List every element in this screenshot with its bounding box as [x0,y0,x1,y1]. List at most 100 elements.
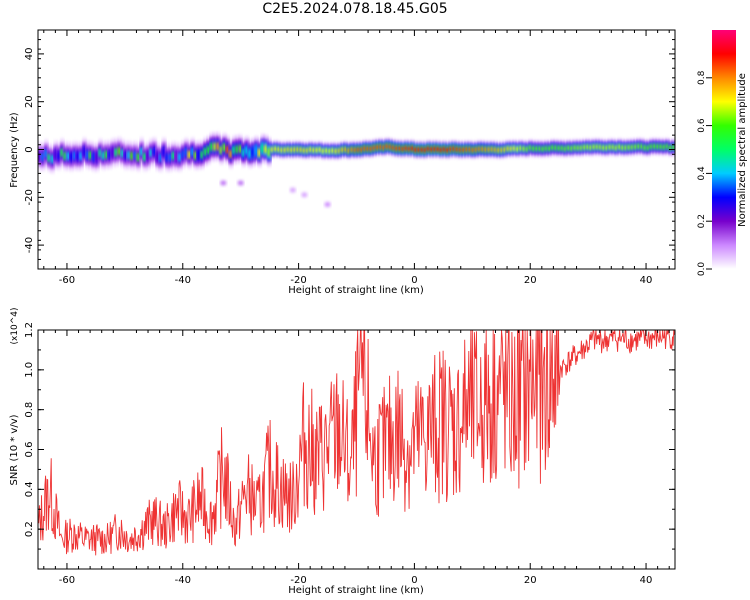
spectrogram-cell [675,141,679,153]
y-tick-label: 0.6 [24,442,35,458]
spectrogram-cell [216,142,221,151]
spectrogram-cell [566,145,571,151]
spectrogram-cell [525,146,530,152]
spectrogram-cell [592,144,596,150]
spectrogram-cell [197,151,202,159]
spectrogram-cell [248,149,252,158]
spectrogram-cell [181,150,186,159]
spectrogram-cell [509,146,514,152]
spectrogram-cell [324,148,329,154]
spectrogram-cell [662,144,667,150]
spectrogram-cell [483,147,488,152]
spectrogram-cell [159,153,163,162]
spectrogram-cell [378,144,383,150]
spectrogram-cell [270,147,275,152]
spectrogram-cell [604,145,609,151]
spectrogram-cell [187,150,192,159]
spectrogram-scatter-point [237,180,244,186]
spectrogram-cell [283,147,288,153]
spectrogram-cell [251,148,256,157]
spectrogram-cell [133,151,138,160]
colorbar-scale [712,30,736,269]
spectrogram-cell [448,146,453,152]
spectrogram-cell [671,145,675,150]
y-tick-label: -40 [24,237,35,253]
spectrogram-cell [327,148,332,154]
spectrogram-cell [346,148,351,153]
x-tick-label: -20 [290,575,306,586]
spectrogram-cell [98,149,103,157]
spectrogram-cell [57,152,61,160]
x-tick-label: 40 [640,575,653,586]
spectrogram-cell [573,145,577,151]
spectrogram-cell [627,145,632,150]
spectrogram-cell [152,147,157,156]
spectrogram-cell [343,147,348,152]
spectrogram-cell [445,147,450,153]
spectrogram-cell [487,147,491,152]
x-tick-label: 0 [411,575,417,586]
spectrogram-cell [238,145,243,153]
spectrogram-cell [401,146,405,152]
spectrogram-cell [589,145,593,150]
spectrogram-cell [388,144,393,150]
x-tick-label: -40 [175,575,191,586]
colorbar-tick-label: 0.4 [697,166,707,181]
y-tick-label: 0.8 [24,402,35,418]
spectrogram-cell [436,146,440,152]
spectrogram-cell [442,147,447,152]
spectrogram-cell [477,146,482,152]
spectrogram-cell [295,147,300,152]
spectrogram-panel: -60 -40 -20 0 20 40 -40 -20 0 20 40 Height of stra… [9,29,679,296]
spectrogram-cell [420,147,424,153]
spectrogram-cell [155,152,160,161]
snr-multiplier-label: (x10^4) [10,307,20,344]
spectrogram-cell [512,146,517,151]
colorbar-label: Normalized spectral amplitude [737,73,748,227]
spectrogram-cell [235,145,240,154]
spectrogram-cell [652,144,657,149]
spectrogram-cell [582,145,587,150]
spectrogram-cell [608,144,612,150]
snr-x-axis-label: Height of straight line (km) [288,585,424,596]
spectrogram-cell [528,145,533,151]
spectrogram-cell [467,147,472,152]
spectrogram-cell [550,145,555,150]
spectrogram-cell [563,146,568,152]
page-title: C2E5.2024.078.18.45.G05 [262,1,448,17]
y-tick-label: -20 [24,189,35,205]
spectrogram-cell [455,147,460,152]
spectrogram-cell [178,153,182,162]
spectrogram-cell [547,146,552,151]
spectrogram-cell [245,146,249,155]
spectrogram-cell [649,144,654,149]
spectrogram-cell [289,147,294,153]
spectrogram-cell [305,148,310,153]
spectrogram-cell [576,145,581,151]
spectrogram-cell [423,147,428,153]
spectrogram-cell [413,147,418,153]
spectrogram-cell [579,145,584,151]
spectrogram-cell [213,142,217,151]
spectrogram-cell [85,150,90,159]
spectrogram-cell [79,152,84,160]
spectrogram-cell [321,148,326,154]
spectrogram-cell [123,151,128,160]
y-tick-label: 20 [24,95,35,108]
spectrogram-cell [225,145,230,154]
spectrogram-cell [417,147,421,153]
spectrogram-cell [598,144,603,150]
spectrogram-cell [206,146,211,155]
spectrogram-cell [162,147,166,156]
spectrogram-cell [340,147,345,153]
spectrogram-cell [655,144,660,149]
spectrogram-cell [353,147,358,153]
spectrogram-cell [394,146,399,151]
spectrogram-cell [461,147,466,153]
spectrogram-cell [302,148,307,153]
spectrogram-cell [92,153,96,161]
spectrogram-cell [229,150,233,158]
spectrogram-cell [490,147,495,152]
spectrogram-cell [659,144,663,150]
spectrogram-cell [334,148,338,154]
